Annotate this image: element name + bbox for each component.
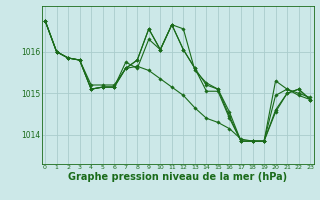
X-axis label: Graphe pression niveau de la mer (hPa): Graphe pression niveau de la mer (hPa) [68, 172, 287, 182]
